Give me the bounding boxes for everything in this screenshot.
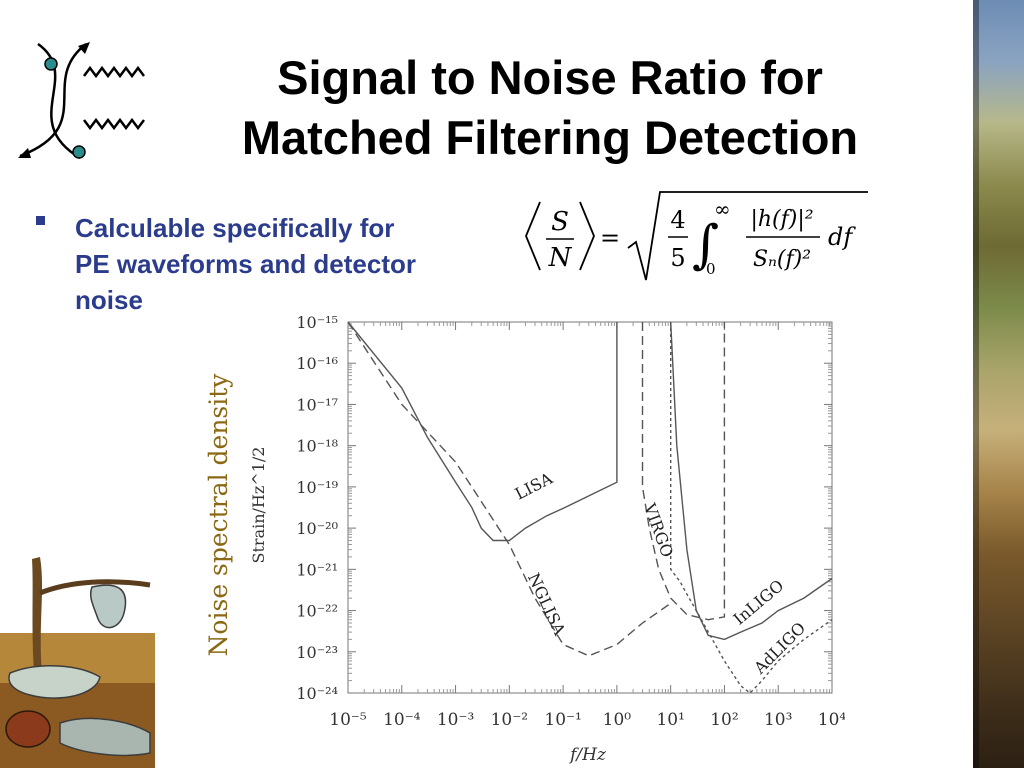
page-title-line-1: Signal to Noise Ratio for <box>277 51 823 104</box>
snr-numerator: S <box>551 207 569 237</box>
bullet-line-1: Calculable specifically for <box>75 213 395 243</box>
y-tick-label: 10⁻¹⁹ <box>296 478 338 497</box>
y-tick-label: 10⁻¹⁵ <box>296 313 338 332</box>
snr-denominator: N <box>548 243 573 273</box>
snr-formula: S N = 4 5 ∫ ∞ 0 |h(f)|² Sₙ(f)² df <box>525 191 868 281</box>
x-tick-label: 10⁴ <box>818 710 845 730</box>
x-tick-label: 10⁻⁵ <box>329 710 367 730</box>
series-label-adligo: AdLIGO <box>749 618 809 678</box>
y-tick-label: 10⁻²³ <box>296 643 338 662</box>
bullet-line-3: noise <box>75 285 143 315</box>
x-tick-label: 10⁻⁴ <box>383 710 421 730</box>
y-tick-label: 10⁻²² <box>296 602 338 621</box>
series-line-inligo <box>670 321 833 641</box>
bullet-text: Calculable specifically for PE waveforms… <box>75 210 535 318</box>
side-painting-shade <box>973 0 979 768</box>
feynman-diagram-icon <box>18 42 145 160</box>
side-painting-strip <box>973 0 1024 768</box>
fraction-numerator: 4 <box>670 206 685 234</box>
y-tick-label: 10⁻¹⁸ <box>296 437 338 456</box>
noise-spectral-density-chart: 10⁻⁵ 10⁻⁴ 10⁻³ 10⁻² 10⁻¹ 10⁰ 10¹ 10² 10³ 10⁴ 10⁻¹⁵… <box>204 313 845 765</box>
right-angle-bracket <box>579 201 595 271</box>
series-line-adligo <box>670 322 833 694</box>
integral-sign: ∫ <box>692 215 719 275</box>
y-tick-label: 10⁻¹⁶ <box>296 354 338 373</box>
x-tick-label: 10⁰ <box>603 710 632 730</box>
equals-sign: = <box>600 224 620 252</box>
y-axis-label: Strain/Hz^1/2 <box>249 447 268 564</box>
page-title: Signal to Noise Ratio for Matched Filter… <box>160 48 940 168</box>
annotation-noise-spectral-density: Noise spectral density <box>204 373 233 657</box>
x-axis-label: f/Hz <box>568 745 607 765</box>
plot-frame <box>347 321 833 694</box>
integral-upper-limit: ∞ <box>714 197 731 221</box>
bullet-line-2: PE waveforms and detector <box>75 249 416 279</box>
fraction-denominator: 5 <box>670 244 685 272</box>
integral-lower-limit: 0 <box>706 260 716 278</box>
series-line-lisa <box>347 321 618 542</box>
x-tick-label: 10⁻³ <box>437 710 474 730</box>
left-angle-bracket <box>525 201 541 271</box>
y-tick-label: 10⁻¹⁷ <box>296 395 338 414</box>
x-tick-label: 10³ <box>764 710 792 730</box>
series-line-virgo <box>641 322 726 621</box>
x-tick-label: 10¹ <box>656 710 684 730</box>
melting-clocks-image <box>0 557 155 768</box>
bullet-square-icon <box>36 216 45 225</box>
y-tick-label: 10⁻²⁰ <box>296 519 338 538</box>
series-label-nglisa: NGLISA <box>524 570 569 638</box>
x-tick-label: 10⁻² <box>491 710 528 730</box>
series-line-nglisa <box>347 321 672 657</box>
series-label-lisa: LISA <box>512 468 556 503</box>
differential-df: df <box>828 223 856 251</box>
series-label-virgo: VIRGO <box>640 500 677 560</box>
x-tick-label: 10⁻¹ <box>544 710 581 730</box>
page-title-line-2: Matched Filtering Detection <box>241 111 859 164</box>
integrand-denominator: Sₙ(f)² <box>753 247 811 272</box>
y-tick-label: 10⁻²⁴ <box>296 684 338 703</box>
x-tick-label: 10² <box>710 710 738 730</box>
integrand-numerator: |h(f)|² <box>750 207 813 232</box>
series-label-inligo: InLIGO <box>730 576 788 629</box>
square-root-sign <box>627 191 868 281</box>
y-tick-label: 10⁻²¹ <box>296 560 338 579</box>
